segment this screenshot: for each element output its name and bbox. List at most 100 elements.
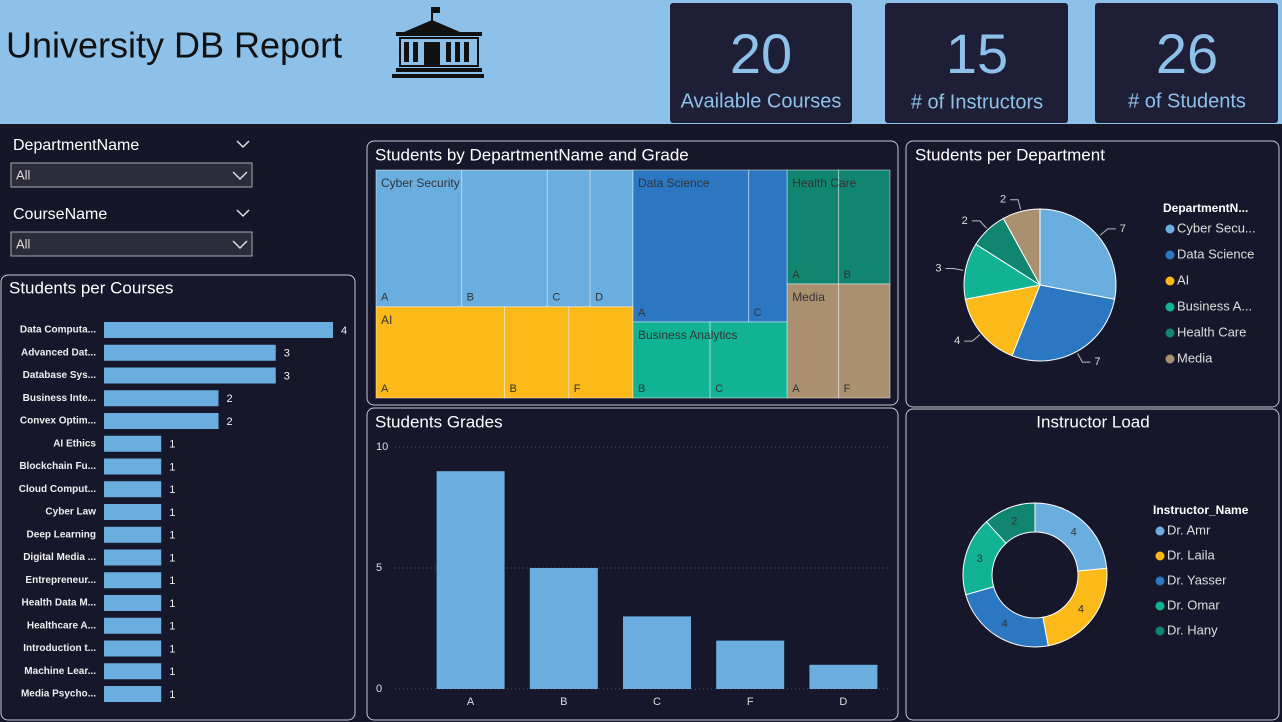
bar <box>104 640 162 657</box>
kpi-label: # of Instructors <box>911 91 1043 113</box>
dropdown-chevron <box>232 171 248 181</box>
slice <box>964 284 1041 357</box>
bar <box>104 367 276 384</box>
treemap-tile <box>838 283 891 399</box>
x-tick-label: A <box>467 696 475 708</box>
legend-title: DepartmentN... <box>1163 201 1248 215</box>
data-label: 4 <box>1002 618 1008 630</box>
data-label: 1 <box>169 530 175 542</box>
legend-label: Business A... <box>1177 298 1252 313</box>
legend-label: AI <box>1177 272 1189 287</box>
report-title: University DB Report <box>6 25 342 66</box>
filter-dropdown[interactable] <box>10 231 253 257</box>
treemap-tile <box>375 306 505 399</box>
bar <box>716 640 785 689</box>
y-tick-label: Health Data M... <box>22 598 97 609</box>
legend-swatch <box>1165 354 1175 364</box>
tile-label: B <box>467 292 474 304</box>
kpi-card <box>885 3 1068 123</box>
leader-line <box>945 268 964 271</box>
tile-label: F <box>844 383 851 395</box>
data-label: 1 <box>169 461 175 473</box>
data-label: 2 <box>227 393 233 405</box>
legend-swatch <box>1165 302 1175 312</box>
legend-label: Media <box>1177 350 1213 365</box>
tile-label: C <box>715 383 723 395</box>
y-tick-label: Advanced Dat... <box>21 347 96 358</box>
kpi-value: 15 <box>946 22 1008 85</box>
x-tick-label: D <box>839 696 847 708</box>
legend-label: Health Care <box>1177 324 1246 339</box>
tile-label: A <box>638 307 646 319</box>
group-label: Cyber Security <box>381 176 460 190</box>
treemap-tile <box>632 169 750 323</box>
data-label: 3 <box>935 262 941 274</box>
treemap-tile <box>838 169 891 285</box>
x-tick-label: C <box>653 696 661 708</box>
y-tick-label: Cyber Law <box>45 507 96 518</box>
bar <box>104 344 276 361</box>
filter-label: CourseName <box>13 206 107 223</box>
treemap-tile <box>786 283 840 399</box>
data-label: 1 <box>169 575 175 587</box>
data-label: 3 <box>977 553 983 565</box>
legend-label: Data Science <box>1177 246 1254 261</box>
bar <box>104 435 162 452</box>
legend-swatch <box>1165 276 1175 286</box>
legend-swatch <box>1155 601 1165 611</box>
legend-swatch <box>1155 576 1165 586</box>
kpi-value: 20 <box>730 22 792 85</box>
data-label: 1 <box>169 621 175 633</box>
treemap-tile <box>786 169 840 285</box>
slice <box>1002 208 1041 286</box>
y-tick-label: 5 <box>376 562 382 574</box>
filter-value: All <box>16 236 31 251</box>
bar <box>104 595 162 611</box>
header-band <box>0 0 1282 124</box>
legend-label: Dr. Hany <box>1167 622 1218 637</box>
y-tick-label: Data Computa... <box>20 325 96 336</box>
y-tick-label: Media Psycho... <box>21 689 96 700</box>
legend-swatch <box>1165 328 1175 338</box>
slice <box>1039 208 1117 300</box>
filter-dropdown[interactable] <box>10 162 253 188</box>
legend-label: Cyber Secu... <box>1177 220 1256 235</box>
y-tick-label: Database Sys... <box>23 370 97 381</box>
tile-label: D <box>595 292 603 304</box>
treemap-tile <box>546 169 591 308</box>
leader-line <box>1099 228 1116 236</box>
bar <box>104 663 162 680</box>
bar <box>529 568 598 689</box>
group-label: Data Science <box>638 176 710 190</box>
data-label: 1 <box>169 689 175 701</box>
tile-label: A <box>381 383 389 395</box>
filter-chevron[interactable] <box>236 140 250 149</box>
legend-label: Dr. Laila <box>1167 547 1215 562</box>
bar <box>104 322 333 338</box>
dropdown-chevron <box>232 240 248 250</box>
data-label: 2 <box>227 416 233 428</box>
filter-value: All <box>16 167 31 182</box>
filter-chevron[interactable] <box>236 209 250 218</box>
slice <box>1011 284 1116 362</box>
group-label: Media <box>792 290 825 304</box>
bar <box>104 481 162 498</box>
legend-label: Dr. Omar <box>1167 597 1220 612</box>
legend-swatch <box>1155 551 1165 561</box>
legend-swatch <box>1155 526 1165 536</box>
data-label: 4 <box>1078 604 1084 616</box>
y-tick-label: Entrepreneur... <box>25 575 96 586</box>
chart-title: Students by DepartmentName and Grade <box>375 145 689 164</box>
bar <box>104 504 162 520</box>
y-tick-label: Healthcare A... <box>27 620 96 631</box>
filter-label: DepartmentName <box>13 137 139 154</box>
data-label: 4 <box>1071 526 1077 538</box>
data-label: 1 <box>169 643 175 655</box>
legend-label: Dr. Yasser <box>1167 572 1227 587</box>
building-icon <box>392 7 484 78</box>
kpi-value: 26 <box>1156 22 1218 85</box>
group-label: AI <box>381 313 392 327</box>
bar <box>436 471 505 689</box>
data-label: 7 <box>1094 356 1100 368</box>
data-label: 2 <box>1011 515 1017 527</box>
